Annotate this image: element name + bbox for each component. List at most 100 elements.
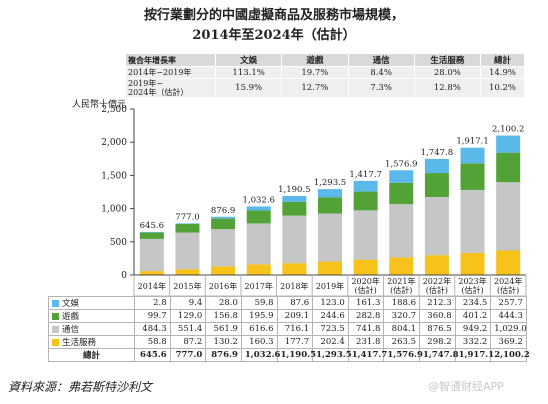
cagr-row-label: 2014年−2019年 [125, 66, 216, 79]
bar-segment [211, 229, 236, 267]
bar-segment [496, 182, 521, 251]
data-table-series-label: 生活服務 [48, 335, 135, 349]
data-table-total-cell: 1,747.8 [419, 348, 459, 362]
bar-segment [389, 170, 414, 183]
data-table-cell: 129.0 [169, 309, 207, 323]
x-tick-label: 2014年 [138, 281, 166, 291]
data-table-cell: 876.5 [419, 322, 456, 336]
bar-segment [211, 218, 236, 230]
bar-segment [353, 191, 378, 211]
total-label: 1,032.6 [243, 195, 275, 205]
y-tick-label: 500 [110, 238, 127, 248]
data-table-cell: 561.9 [205, 322, 242, 336]
cagr-value: 12.7% [281, 78, 349, 98]
bar-segment [389, 257, 414, 275]
data-table-cell: 160.3 [240, 335, 278, 349]
data-table-cell: 1,029.0 [490, 322, 527, 336]
bar-segment [139, 238, 164, 272]
total-label: 1,417.7 [349, 170, 381, 180]
data-table-cell: 723.5 [312, 322, 349, 336]
cagr-value: 15.9% [214, 78, 283, 98]
legend-label: 生活服務 [62, 338, 97, 348]
data-table-cell: 298.2 [419, 335, 456, 349]
cagr-row-label-line2: 2024年（估計） [128, 88, 189, 97]
chart-title-line2: 2014年至2024年（估計） [192, 28, 356, 43]
data-table-cell: 177.7 [276, 335, 314, 349]
data-table-cell: 87.2 [169, 335, 207, 349]
data-table-total-cell: 876.9 [205, 348, 242, 362]
chart-title-line1: 按行業劃分的中國虛擬商品及服務市場規模， [143, 8, 404, 23]
data-table-total-cell: 1,032.6 [240, 348, 280, 362]
x-tick-label: 2021年 [387, 276, 415, 286]
bar-segment [424, 158, 449, 174]
data-table-cell: 949.2 [454, 322, 492, 336]
bar-segment [175, 224, 200, 233]
data-table-total-cell: 1,190.5 [276, 348, 316, 362]
x-tick-label: (估計) [461, 285, 483, 295]
bar-segment [139, 232, 164, 239]
data-table-series-label: 遊戲 [48, 309, 135, 323]
data-table-cell: 188.6 [383, 296, 420, 310]
bar-segment [389, 204, 414, 258]
bars [139, 135, 521, 275]
data-table-cell: 28.0 [205, 296, 242, 310]
x-tick-label: (估計) [355, 285, 377, 295]
bar-segment [424, 255, 449, 275]
bar-segment [139, 271, 164, 275]
total-label: 645.6 [140, 221, 164, 231]
bar-segment [246, 223, 271, 265]
data-table-cell: 58.8 [134, 335, 171, 349]
x-tick-label: 2018年 [280, 281, 308, 291]
data-table-total-cell: 1,917.1 [454, 348, 494, 362]
total-label: 2,100.2 [492, 125, 524, 135]
data-table-cell: 202.4 [312, 335, 349, 349]
data-table-cell: 332.2 [454, 335, 492, 349]
data-table-total-cell: 777.0 [169, 348, 207, 362]
bar-segment [175, 269, 200, 275]
data-table-row: 遊戲 99.7 129.0 156.8 195.9 209.1 244.6 282.8 320.… [48, 309, 527, 323]
cagr-row-2019-2024: 2019年− 2024年（估計） 15.9% 12.7% 7.3% 12.8% 1… [125, 78, 525, 98]
bar-segment [318, 189, 342, 198]
bar-segment [246, 210, 271, 224]
data-table-cell: 263.5 [383, 335, 420, 349]
data-table-cell: 231.8 [347, 335, 385, 349]
bar-segment [496, 250, 521, 275]
data-table-cell: 484.3 [134, 322, 171, 336]
bar-segment [139, 232, 164, 233]
y-axis: 0 500 1,000 1,500 2,000 2,500 [101, 105, 135, 281]
bar-segment [389, 182, 414, 205]
y-axis-label: 人民幣十億元 [72, 100, 127, 110]
data-table-cell: 804.1 [383, 322, 420, 336]
legend-swatch [52, 326, 59, 333]
bar-segment [246, 206, 271, 211]
data-table-total-row: 總計 645.6 777.0 876.9 1,032.6 1,190.5 1,293.5 1,… [48, 348, 530, 362]
bar-segment [460, 163, 485, 190]
cagr-col-games: 遊戲 [281, 53, 349, 67]
total-label: 1,917.1 [456, 137, 488, 147]
x-axis: 2014年 2015年 2016年 2017年 2018年 2019年2020年(估計)2… [133, 274, 527, 296]
bar-segment [318, 213, 342, 262]
data-table-row: 生活服務 58.8 87.2 130.2 160.3 177.7 202.4 231.8 263… [48, 335, 527, 349]
data-table: 文娛 2.8 9.4 28.0 59.8 87.6 123.0 161.3 188.6 212.3… [48, 296, 530, 362]
data-table-cell: 234.5 [454, 296, 492, 310]
data-table-series-label: 文娛 [48, 296, 135, 310]
data-table-cell: 282.8 [347, 309, 385, 323]
data-table-cell: 401.2 [454, 309, 492, 323]
x-tick-label: (估計) [390, 285, 412, 295]
data-table-row: 文娛 2.8 9.4 28.0 59.8 87.6 123.0 161.3 188.6 212.3… [48, 296, 527, 310]
data-table-total-cell: 1,576.9 [383, 348, 423, 362]
bar-segment [353, 259, 378, 275]
cagr-value: 28.0% [413, 66, 482, 79]
bar-segment [496, 152, 521, 183]
y-tick-label: 0 [121, 271, 127, 281]
bar-segment [460, 189, 485, 253]
cagr-value: 10.2% [480, 78, 525, 98]
bar-segment [318, 197, 342, 214]
x-tick-label: 2016年 [209, 281, 237, 291]
cagr-row-label-line1: 2019年− [128, 79, 164, 88]
x-tick-label: 2017年 [245, 281, 273, 291]
bar-segment [282, 201, 307, 216]
cagr-corner: 複合年增長率 [125, 53, 216, 67]
data-table-total-label: 總計 [48, 348, 135, 362]
total-label: 1,747.8 [421, 148, 453, 158]
